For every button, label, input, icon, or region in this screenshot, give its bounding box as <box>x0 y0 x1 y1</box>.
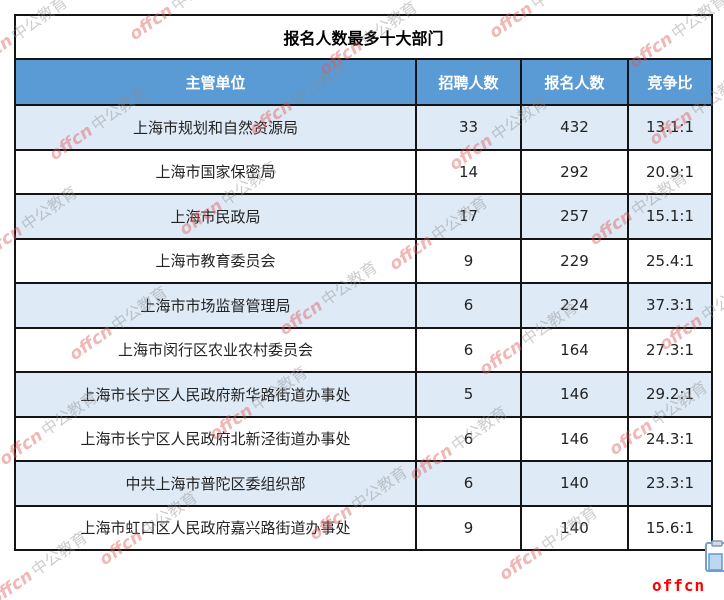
cell-ratio: 37.3:1 <box>626 282 714 329</box>
table-title: 报名人数最多十大部门 <box>13 14 714 60</box>
column-header-applicants: 报名人数 <box>520 58 629 106</box>
cell-recruits: 5 <box>415 371 522 418</box>
column-header-ratio: 竞争比 <box>626 58 714 106</box>
cell-recruits: 6 <box>415 326 522 373</box>
table-header-row: 主管单位 招聘人数 报名人数 竞争比 <box>14 58 714 106</box>
watermark-company: 中公教育 <box>528 0 591 13</box>
cell-recruits: 14 <box>415 148 522 195</box>
cell-recruits: 6 <box>415 282 522 329</box>
cell-ratio: 27.3:1 <box>626 326 714 373</box>
cell-applicants: 224 <box>520 282 629 329</box>
cell-recruits: 17 <box>415 193 522 240</box>
cell-applicants: 164 <box>520 326 629 373</box>
cell-unit: 上海市民政局 <box>14 193 417 240</box>
column-header-recruits: 招聘人数 <box>415 58 522 106</box>
offcn-logo: offcn <box>652 576 706 595</box>
cell-unit: 上海市闵行区农业农村委员会 <box>14 326 417 373</box>
cell-recruits: 9 <box>415 504 522 551</box>
table-row: 上海市国家保密局 14 292 20.9:1 <box>14 148 714 195</box>
watermark-brand: offcn <box>0 565 37 600</box>
cell-unit: 上海市长宁区人民政府北新泾街道办事处 <box>14 415 417 462</box>
cell-applicants: 140 <box>520 460 629 507</box>
table-row: 上海市长宁区人民政府北新泾街道办事处 6 146 24.3:1 <box>14 415 714 462</box>
table-row: 上海市民政局 17 257 15.1:1 <box>14 193 714 240</box>
cell-ratio: 15.6:1 <box>626 504 714 551</box>
cell-ratio: 25.4:1 <box>626 237 714 284</box>
cell-applicants: 292 <box>520 148 629 195</box>
cell-unit: 上海市教育委员会 <box>14 237 417 284</box>
watermark-company: 中公教育 <box>168 0 231 15</box>
cell-ratio: 23.3:1 <box>626 460 714 507</box>
cell-unit: 上海市规划和自然资源局 <box>14 104 417 151</box>
table-row: 上海市虹口区人民政府嘉兴路街道办事处 9 140 15.6:1 <box>14 504 714 551</box>
cell-unit: 上海市国家保密局 <box>14 148 417 195</box>
table-row: 上海市教育委员会 9 229 25.4:1 <box>14 237 714 284</box>
table-row: 上海市规划和自然资源局 33 432 13.1:1 <box>14 104 714 151</box>
table-row: 上海市闵行区农业农村委员会 6 164 27.3:1 <box>14 326 714 373</box>
table-row: 上海市市场监督管理局 6 224 37.3:1 <box>14 282 714 329</box>
cell-ratio: 20.9:1 <box>626 148 714 195</box>
cell-applicants: 257 <box>520 193 629 240</box>
cell-unit: 上海市长宁区人民政府新华路街道办事处 <box>14 371 417 418</box>
table-row: 中共上海市普陀区委组织部 6 140 23.3:1 <box>14 460 714 507</box>
cell-recruits: 33 <box>415 104 522 151</box>
cell-recruits: 9 <box>415 237 522 284</box>
cell-unit: 上海市虹口区人民政府嘉兴路街道办事处 <box>14 504 417 551</box>
cell-applicants: 140 <box>520 504 629 551</box>
column-header-unit: 主管单位 <box>14 58 417 106</box>
cell-ratio: 29.2:1 <box>626 371 714 418</box>
cell-unit: 上海市市场监督管理局 <box>14 282 417 329</box>
cell-ratio: 13.1:1 <box>626 104 714 151</box>
cell-ratio: 24.3:1 <box>626 415 714 462</box>
cell-recruits: 6 <box>415 415 522 462</box>
cell-applicants: 146 <box>520 415 629 462</box>
cell-recruits: 6 <box>415 460 522 507</box>
table-title-row: 报名人数最多十大部门 <box>13 14 714 60</box>
cell-applicants: 229 <box>520 237 629 284</box>
cell-applicants: 432 <box>520 104 629 151</box>
table-row: 上海市长宁区人民政府新华路街道办事处 5 146 29.2:1 <box>14 371 714 418</box>
cell-applicants: 146 <box>520 371 629 418</box>
cell-ratio: 15.1:1 <box>626 193 714 240</box>
paste-options-clipboard-icon[interactable] <box>705 540 724 574</box>
cell-unit: 中共上海市普陀区委组织部 <box>14 460 417 507</box>
top10-departments-table: 报名人数最多十大部门 主管单位 招聘人数 报名人数 竞争比 上海市规划和自然资源… <box>13 14 714 551</box>
